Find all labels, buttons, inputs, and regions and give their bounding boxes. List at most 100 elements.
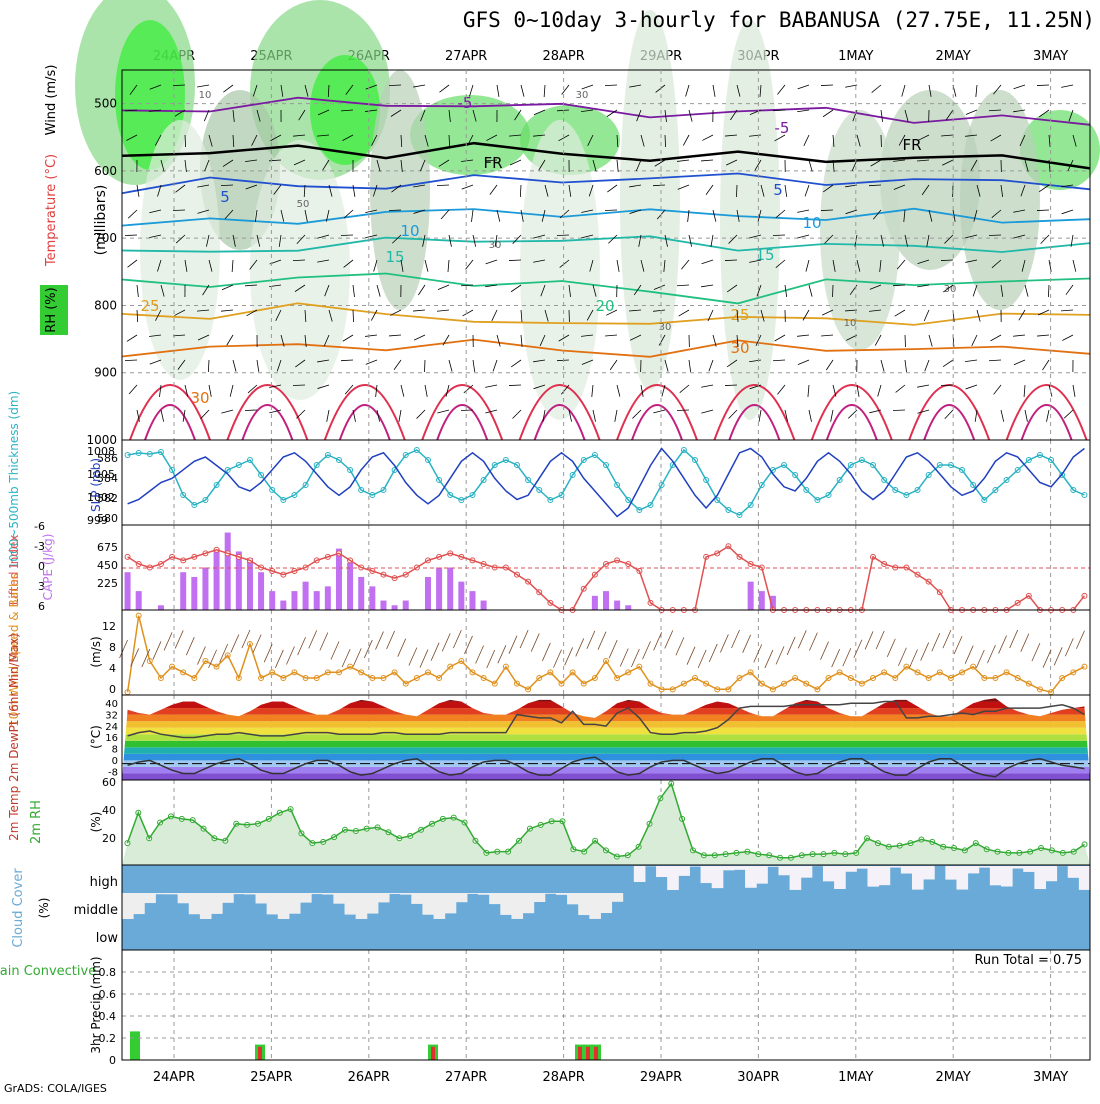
cape-bar (481, 601, 487, 610)
cloud-mid-clear (411, 893, 423, 904)
cloud-high-clear (823, 866, 835, 881)
wind10m-barb (331, 641, 339, 659)
cloud-high-clear (1012, 866, 1024, 869)
date-label-bottom: 27APR (445, 1070, 487, 1085)
isotherm-label: -5 (775, 119, 790, 137)
wind10m-barb (765, 650, 773, 668)
wind10m-barb (153, 641, 161, 659)
wind-barb (509, 385, 521, 386)
li-tick-label: -6 (34, 520, 45, 533)
date-label-bottom: 29APR (640, 1070, 682, 1085)
cloud-high-clear (867, 866, 879, 887)
temp-tick-label: 32 (105, 710, 118, 721)
cloud-mid-clear (612, 893, 624, 902)
wind10m-tick-label: 12 (102, 620, 116, 633)
wind10m-barb (520, 630, 528, 648)
cloud-high-clear (879, 866, 891, 885)
cape-tick-label: 225 (97, 577, 118, 590)
wind10m-barb (298, 637, 306, 655)
cloud-mid-clear (511, 893, 523, 919)
cloud-high-clear (1001, 866, 1013, 887)
rh-contour-label: 30 (944, 284, 957, 295)
cloud-unit-label: (%) (37, 898, 51, 919)
precip-axis-label: 3hr Precip (mm) (89, 956, 103, 1053)
cloud-high-clear (956, 866, 968, 890)
temp-band (122, 741, 1090, 748)
cloud-high-clear (845, 866, 857, 872)
wind10m-barb (876, 631, 884, 649)
wind-barb (1037, 85, 1049, 86)
wind-barb (293, 385, 305, 386)
wind10m-barb (987, 645, 995, 663)
cape-bar (303, 582, 309, 610)
date-label-top: 1MAY (838, 49, 873, 64)
cape-bar (225, 533, 231, 610)
cloud-mid-clear (311, 893, 323, 894)
wind10m-barb (353, 648, 361, 666)
slp-axis-label: SLP (mb) (89, 458, 103, 512)
pressure-tick-label: 900 (94, 366, 117, 380)
cloud-high-clear (1079, 866, 1091, 890)
cloud-mid-clear (567, 893, 579, 904)
wind10m-barb (587, 631, 595, 649)
wind10m-barb (898, 648, 906, 666)
wind10m-barb (732, 630, 740, 648)
cloud-high-clear (1034, 866, 1046, 889)
cape-bar (447, 568, 453, 611)
wind10m-barb (687, 647, 695, 665)
cloud-mid-clear (556, 893, 568, 895)
wind10m-barb (231, 635, 239, 653)
wind10m-barb (698, 650, 706, 668)
cape-bar (347, 563, 353, 610)
cape-tick-label: 675 (97, 541, 118, 554)
wind10m-tick-label: 4 (109, 662, 116, 675)
cape-bar (425, 577, 431, 610)
isotherm-label: FR (902, 136, 921, 154)
wind10m-tick-label: 0 (109, 683, 116, 696)
rh-contour-label: 10 (844, 318, 857, 329)
wind10m-barb (854, 640, 862, 658)
isotherm-label: FR (483, 154, 502, 172)
wind10m-barb (431, 643, 439, 661)
wind10m-barb (164, 632, 172, 650)
temp-band (122, 747, 1090, 754)
wind10m-barb (1010, 630, 1018, 648)
wind10m-barb (1032, 643, 1040, 661)
wind10m-barb (821, 642, 829, 660)
date-label-top: 27APR (445, 49, 487, 64)
cloud-mid-clear (356, 893, 368, 919)
cloud-mid-clear (233, 893, 245, 894)
wind10m-barb (398, 639, 406, 657)
cape-bar (247, 558, 253, 610)
cape-bar (291, 591, 297, 610)
wind10m-unit-label: (m/s) (89, 636, 103, 667)
wind-barb (905, 335, 906, 347)
wind-barb (1037, 210, 1049, 211)
cape-bar (191, 577, 197, 610)
cape-bar (202, 568, 208, 611)
cloud-mid-clear (523, 893, 535, 913)
cloud-mid-clear (167, 893, 179, 894)
precip-conv-bar (586, 1047, 590, 1060)
slp-tick-label: 1008 (87, 445, 115, 458)
cape-bar (125, 572, 131, 610)
cloud-mid-clear (589, 893, 601, 919)
rh2m-tick-label: 60 (102, 776, 116, 789)
precip-conv-bar (258, 1047, 262, 1060)
wind10m-barb (453, 630, 461, 648)
cloud-mid-clear (144, 893, 156, 903)
cloud-high-clear (745, 866, 757, 888)
cloud-high-clear (734, 866, 746, 870)
wind10m-barb (743, 635, 751, 653)
wind10m-barb (809, 633, 817, 651)
cloud-mid-clear (422, 893, 434, 915)
cloud-mid-clear (534, 893, 546, 902)
wind-barb (125, 235, 137, 236)
wind10m-barb (375, 632, 383, 650)
wind10m-barb (709, 644, 717, 662)
wind-barb (605, 210, 617, 211)
cape-bar (392, 605, 398, 610)
cloud-high-clear (701, 866, 713, 883)
temp-band (122, 695, 1090, 702)
cloud-high-clear (1045, 866, 1057, 881)
